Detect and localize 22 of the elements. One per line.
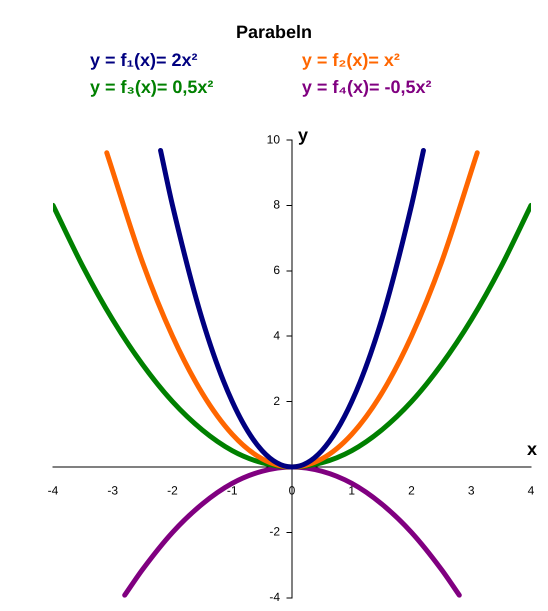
x-tick-label: 2 [408, 484, 416, 498]
x-axis-title: x [526, 438, 537, 459]
y-tick-label: 4 [273, 328, 292, 343]
x-tick-label: -2 [167, 484, 178, 498]
text: y = f₃(x)= 0,5x² [90, 77, 214, 98]
y-tick-label: 10 [266, 132, 292, 146]
x-tick-label: -3 [107, 484, 118, 498]
x-tick-label: 4 [528, 484, 535, 498]
y-tick-label: 8 [273, 198, 292, 212]
chart-title: Parabeln [234, 22, 314, 43]
y-axis-title: y [298, 124, 308, 145]
text: y = f₄(x)= -0,5x² [302, 77, 433, 98]
x-tick-label: -4 [48, 484, 59, 498]
x-tick-label: 3 [468, 484, 475, 498]
x-tick-label: -1 [226, 484, 238, 498]
text: y = f₁(x)= 2x² [90, 50, 198, 71]
y-tick-label: 6 [273, 263, 292, 278]
x-tick-label: 1 [348, 484, 356, 498]
y-tick-label: -2 [269, 524, 292, 539]
y-tick-label: 2 [273, 394, 292, 408]
y-tick-label: -4 [269, 590, 292, 604]
text: y = f₂(x)= x² [302, 50, 401, 71]
